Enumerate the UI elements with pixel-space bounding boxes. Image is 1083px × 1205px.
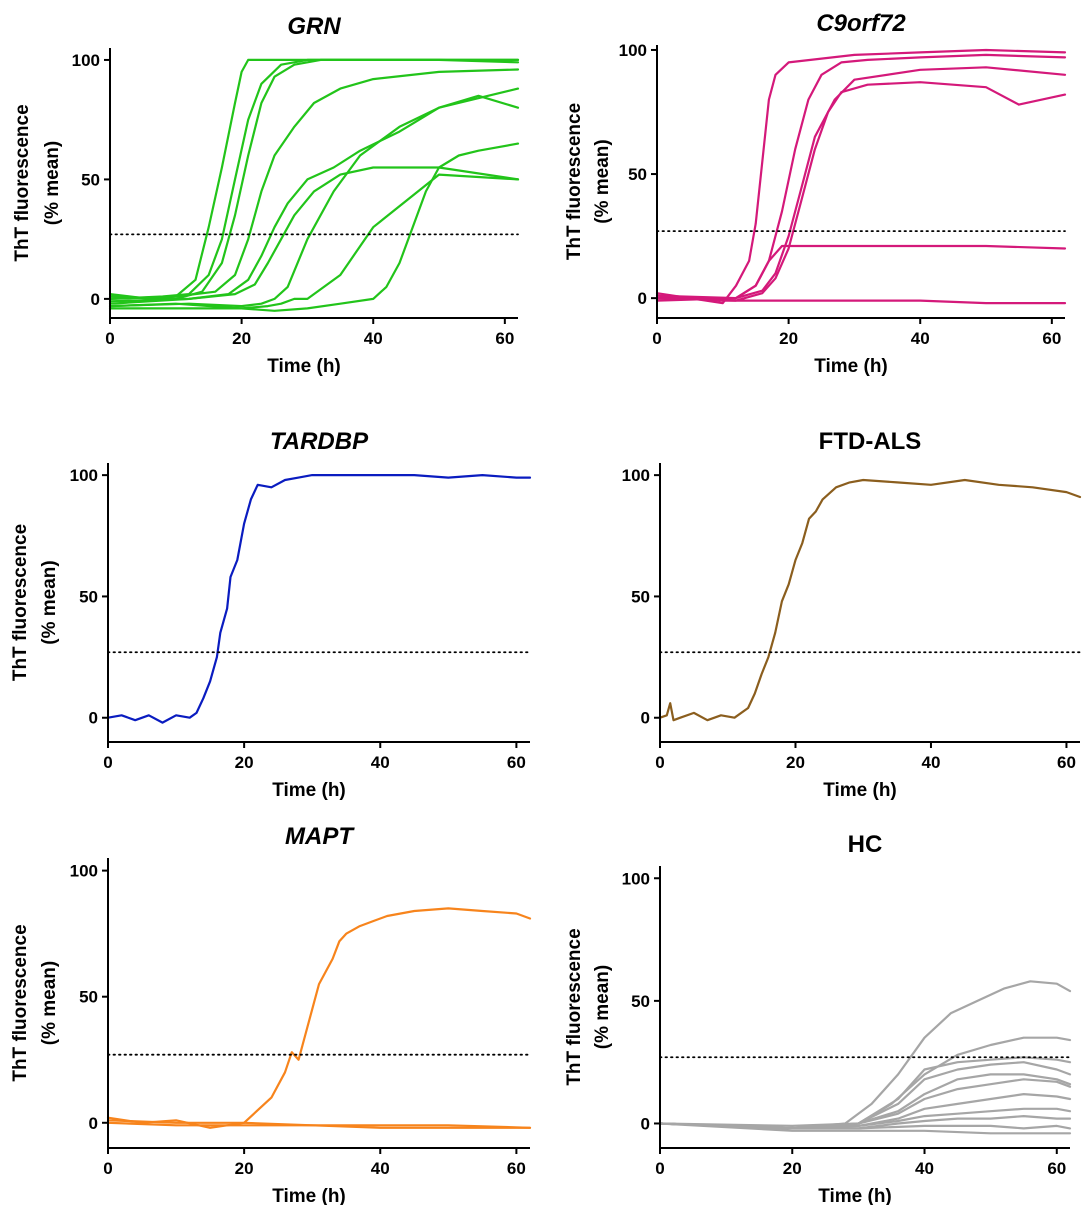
series-line [108, 68, 520, 300]
x-axis-label: Time (h) [814, 356, 888, 377]
series-line [658, 1036, 1072, 1130]
y-tick-label: 0 [641, 709, 650, 728]
series-line [658, 1073, 1072, 1128]
x-tick-label: 60 [1057, 753, 1076, 772]
x-tick-label: 40 [371, 1159, 390, 1178]
y-axis-label-units: (% mean) [592, 139, 613, 223]
x-tick-label: 60 [495, 329, 514, 348]
x-tick-label: 20 [779, 329, 798, 348]
series-line [108, 58, 520, 300]
series-line [658, 1122, 1072, 1135]
series-line [655, 48, 1067, 305]
x-tick-label: 40 [911, 329, 930, 348]
series-line [108, 142, 520, 312]
series-line [106, 1119, 532, 1129]
y-axis-label: ThT fluorescence [10, 524, 31, 681]
y-tick-label: 0 [89, 1114, 98, 1133]
series-line [658, 1078, 1072, 1130]
x-axis-label: Time (h) [272, 780, 346, 801]
y-axis-label-units: (% mean) [39, 961, 60, 1045]
chart-panel: MAPT 0 50 100 0 20 40 60 Time (h) ThT fluorescenc… [10, 823, 532, 1205]
y-tick-label: 100 [619, 41, 647, 60]
x-tick-label: 40 [922, 753, 941, 772]
y-tick-label: 100 [70, 862, 98, 881]
chart-panel: HC 0 50 100 0 20 40 60 Time (h) ThT fluorescence (… [564, 831, 1072, 1205]
x-tick-label: 0 [655, 753, 664, 772]
series-line [655, 66, 1067, 302]
y-axis-label: ThT fluorescence [564, 103, 585, 260]
chart-panel: C9orf72 0 50 100 0 20 40 60 Time (h) ThT fluoresc… [564, 10, 1067, 377]
x-tick-label: 20 [235, 1159, 254, 1178]
x-tick-label: 0 [105, 329, 114, 348]
y-axis-label-units: (% mean) [39, 560, 60, 644]
series-line [655, 294, 1067, 305]
series-line [106, 907, 532, 1129]
x-tick-label: 60 [507, 1159, 526, 1178]
chart-panel: GRN 0 50 100 0 20 40 60 Time (h) ThT fluorescence… [12, 13, 520, 377]
y-axis-label: ThT fluorescence [12, 104, 33, 261]
y-tick-label: 0 [638, 289, 647, 308]
x-tick-label: 40 [364, 329, 383, 348]
series-line [108, 173, 520, 310]
series-line [655, 53, 1067, 300]
x-tick-label: 40 [371, 753, 390, 772]
chart-panel: TARDBP 0 50 100 0 20 40 60 Time (h) ThT fluoresce… [10, 428, 532, 801]
y-axis-label-units: (% mean) [592, 965, 613, 1049]
y-tick-label: 0 [641, 1114, 650, 1133]
series-line [108, 58, 520, 300]
x-tick-label: 0 [103, 1159, 112, 1178]
series-line [108, 166, 520, 303]
series-line [658, 1122, 1072, 1130]
series-line [658, 1092, 1072, 1130]
chart-panel: FTD-ALS 0 50 100 0 20 40 60 Time (h) [622, 428, 1082, 801]
y-tick-label: 50 [79, 988, 98, 1007]
x-tick-label: 0 [655, 1159, 664, 1178]
series-line [655, 244, 1067, 300]
x-tick-label: 60 [1042, 329, 1061, 348]
x-tick-label: 40 [915, 1159, 934, 1178]
x-tick-label: 20 [235, 753, 254, 772]
series-line [106, 474, 532, 724]
y-tick-label: 50 [631, 587, 650, 606]
series-line [658, 478, 1082, 722]
x-axis-label: Time (h) [818, 1186, 892, 1205]
y-tick-label: 50 [628, 165, 647, 184]
panel-title: FTD-ALS [819, 428, 922, 455]
y-tick-label: 0 [91, 290, 100, 309]
series-line [658, 1107, 1072, 1130]
x-tick-label: 20 [232, 329, 251, 348]
x-axis-label: Time (h) [823, 780, 897, 801]
y-tick-label: 50 [81, 170, 100, 189]
x-tick-label: 60 [507, 753, 526, 772]
panel-title: C9orf72 [816, 10, 906, 37]
series-line [108, 87, 520, 305]
x-axis-label: Time (h) [267, 356, 341, 377]
x-tick-label: 20 [786, 753, 805, 772]
x-tick-label: 20 [783, 1159, 802, 1178]
x-tick-label: 0 [103, 753, 112, 772]
y-tick-label: 50 [631, 992, 650, 1011]
panel-title: HC [848, 831, 883, 858]
x-tick-label: 0 [652, 329, 661, 348]
y-axis-label-units: (% mean) [42, 141, 63, 225]
y-tick-label: 100 [70, 466, 98, 485]
y-tick-label: 0 [89, 709, 98, 728]
y-tick-label: 100 [622, 869, 650, 888]
series-line [658, 980, 1072, 1130]
series-line [108, 94, 520, 308]
y-axis-label: ThT fluorescence [10, 924, 31, 1081]
y-tick-label: 50 [79, 587, 98, 606]
y-axis-label: ThT fluorescence [564, 928, 585, 1085]
x-axis-label: Time (h) [272, 1186, 346, 1205]
panel-title: MAPT [285, 823, 355, 850]
series-line [108, 58, 520, 300]
y-tick-label: 100 [622, 466, 650, 485]
y-tick-label: 100 [72, 51, 100, 70]
series-line [655, 81, 1067, 302]
panel-title: GRN [287, 13, 341, 40]
x-tick-label: 60 [1047, 1159, 1066, 1178]
panel-title: TARDBP [270, 428, 369, 455]
